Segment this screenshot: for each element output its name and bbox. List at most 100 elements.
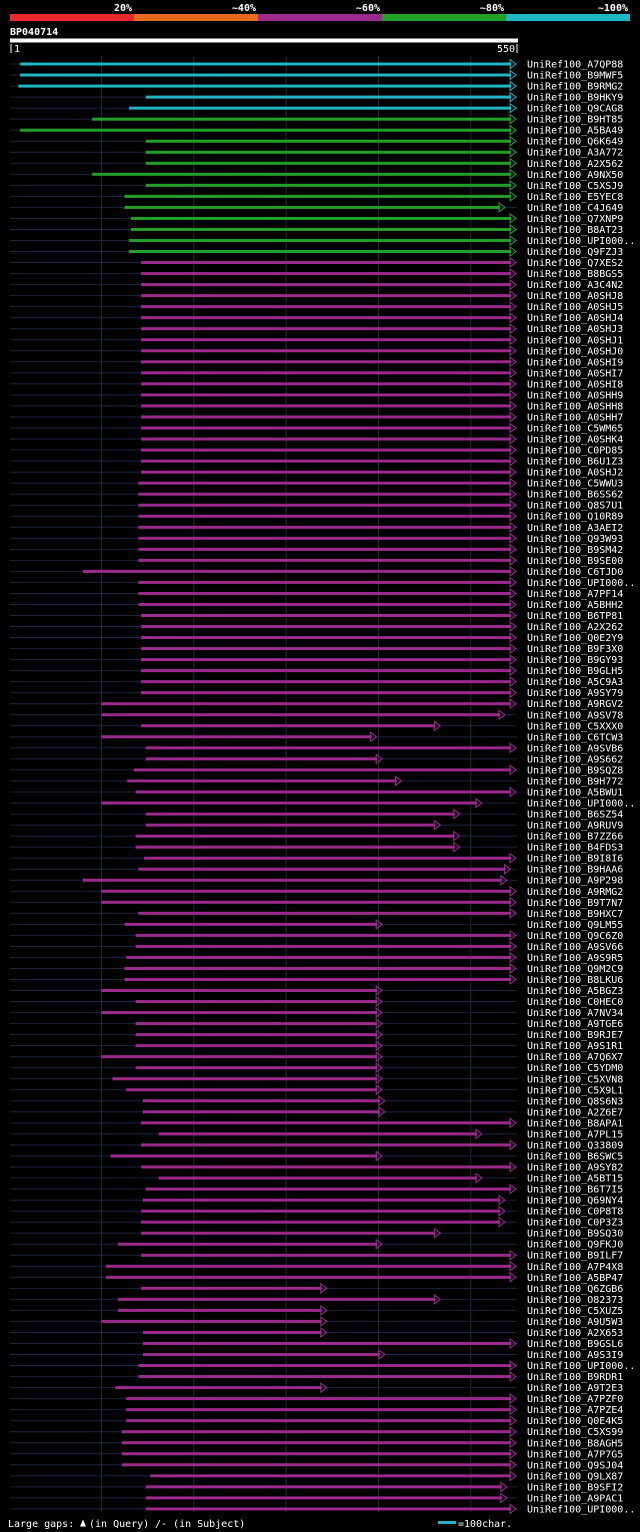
hit-label[interactable]: UniRef100_C4J649 [527, 203, 623, 214]
hit-row[interactable]: UniRef100_A7Q6X7 [10, 1051, 623, 1063]
hit-row[interactable]: UniRef100_A2X562 [10, 157, 623, 170]
hit-label[interactable]: UniRef100_A0SHJ8 [527, 291, 623, 302]
hit-row[interactable]: UniRef100_C5XSJ9 [10, 179, 623, 192]
hit-label[interactable]: UniRef100_B9RMG2 [527, 82, 623, 93]
hit-label[interactable]: UniRef100_B9ILF7 [527, 1251, 623, 1262]
hit-row[interactable]: UniRef100_A7PZE4 [10, 1404, 623, 1416]
hit-label[interactable]: UniRef100_C5XSJ9 [527, 181, 623, 192]
hit-label[interactable]: UniRef100_A5BHH2 [527, 600, 623, 611]
hit-label[interactable]: UniRef100_C5YDM0 [527, 1063, 623, 1074]
hit-row[interactable]: UniRef100_B9HXC7 [10, 907, 623, 920]
hit-row[interactable]: UniRef100_B9GLH5 [10, 665, 623, 677]
hit-label[interactable]: UniRef100_A9NX50 [527, 170, 623, 181]
hit-label[interactable]: UniRef100_B4FDS3 [527, 843, 623, 854]
hit-label[interactable]: UniRef100_B6SS62 [527, 490, 623, 501]
hit-label[interactable]: UniRef100_A0SHI9 [527, 357, 623, 368]
hit-row[interactable]: UniRef100_B9SQZ8 [10, 764, 623, 776]
hit-row[interactable]: UniRef100_A0SHI9 [10, 356, 623, 368]
hit-label[interactable]: UniRef100_A0SHJ5 [527, 302, 623, 313]
hit-row[interactable]: UniRef100_Q9M2C9 [10, 962, 623, 975]
hit-row[interactable]: UniRef100_A9SY79 [10, 687, 623, 699]
hit-label[interactable]: UniRef100_B6TP81 [527, 611, 623, 622]
hit-label[interactable]: UniRef100_C5WWU3 [527, 479, 623, 490]
hit-row[interactable]: UniRef100_Q69NY4 [10, 1194, 623, 1207]
hit-row[interactable]: UniRef100_A0SHJ0 [10, 345, 623, 357]
hit-label[interactable]: UniRef100_A9U5W3 [527, 1317, 623, 1328]
hit-label[interactable]: UniRef100_C5XS99 [527, 1427, 623, 1438]
hit-label[interactable]: UniRef100_Q69NY4 [527, 1196, 623, 1207]
hit-label[interactable]: UniRef100_Q9FZJ3 [527, 247, 623, 258]
hit-row[interactable]: UniRef100_Q33809 [10, 1139, 623, 1151]
hit-label[interactable]: UniRef100_C0P3Z3 [527, 1218, 623, 1229]
hit-label[interactable]: UniRef100_C6TJD0 [527, 567, 623, 578]
hit-label[interactable]: UniRef100_B9SM42 [527, 545, 623, 556]
hit-row[interactable]: UniRef100_B9SE00 [10, 554, 623, 567]
hit-label[interactable]: UniRef100_A9PAC1 [527, 1493, 623, 1504]
hit-label[interactable]: UniRef100_E5YEC8 [527, 192, 623, 203]
hit-row[interactable]: UniRef100_A3AEI2 [10, 521, 623, 534]
hit-label[interactable]: UniRef100_B9HKY9 [527, 93, 623, 104]
hit-label[interactable]: UniRef100_A5C9A3 [527, 677, 623, 688]
hit-row[interactable]: UniRef100_B9HKY9 [10, 91, 623, 104]
hit-label[interactable]: UniRef100_A9S9R5 [527, 953, 623, 964]
hit-row[interactable]: UniRef100_B7ZZ66 [10, 830, 623, 843]
hit-row[interactable]: UniRef100_C5XVN8 [10, 1073, 623, 1085]
hit-row[interactable]: UniRef100_Q9SJ04 [10, 1459, 623, 1471]
hit-row[interactable]: UniRef100_B9RDR1 [10, 1371, 623, 1383]
hit-row[interactable]: UniRef100_A0SHK4 [10, 433, 623, 446]
hit-label[interactable]: UniRef100_A0SHJ3 [527, 324, 623, 335]
hit-label[interactable]: UniRef100_A2X562 [527, 159, 623, 170]
hit-row[interactable]: UniRef100_B9F3X0 [10, 643, 623, 655]
hit-label[interactable]: UniRef100_B9I8I6 [527, 854, 623, 865]
hit-label[interactable]: UniRef100_Q6ZGB6 [527, 1284, 623, 1295]
hit-label[interactable]: UniRef100_B9SFI2 [527, 1482, 623, 1493]
hit-row[interactable]: UniRef100_A9S1R1 [10, 1040, 623, 1052]
hit-label[interactable]: UniRef100_A9T2E3 [527, 1383, 623, 1394]
hit-row[interactable]: UniRef100_A5BWU1 [10, 786, 623, 798]
hit-label[interactable]: UniRef100_C5X9L1 [527, 1085, 623, 1096]
hit-row[interactable]: UniRef100_B6T7I5 [10, 1183, 623, 1196]
hit-row[interactable]: UniRef100_C0P3Z3 [10, 1216, 623, 1229]
hit-row[interactable]: UniRef100_B9I8I6 [10, 852, 623, 865]
hit-row[interactable]: UniRef100_A0SHH9 [10, 389, 623, 401]
hit-row[interactable]: UniRef100_O82373 [10, 1293, 623, 1306]
hit-label[interactable]: UniRef100_Q93W93 [527, 534, 623, 545]
hit-row[interactable]: UniRef100_A0SHJ8 [10, 290, 623, 302]
hit-label[interactable]: UniRef100_A3C4N2 [527, 280, 623, 291]
hit-row[interactable]: UniRef100_C5YDM0 [10, 1062, 623, 1074]
hit-row[interactable]: UniRef100_C0P8T8 [10, 1205, 623, 1218]
hit-label[interactable]: UniRef100_A7PZE4 [527, 1405, 623, 1416]
hit-label[interactable]: UniRef100_B9HXC7 [527, 909, 623, 920]
hit-row[interactable]: UniRef100_A0SHI7 [10, 367, 623, 379]
hit-row[interactable]: UniRef100_B6SS62 [10, 488, 623, 501]
hit-label[interactable]: UniRef100_UPI000.. [527, 578, 635, 589]
hit-label[interactable]: UniRef100_C5XXX0 [527, 721, 623, 732]
hit-label[interactable]: UniRef100_Q9FKJ0 [527, 1240, 623, 1251]
hit-label[interactable]: UniRef100_C0HEC0 [527, 997, 623, 1008]
hit-row[interactable]: UniRef100_A5BHH2 [10, 598, 623, 611]
hit-label[interactable]: UniRef100_A0SHJ2 [527, 468, 623, 479]
hit-row[interactable]: UniRef100_A7PF14 [10, 587, 623, 600]
hit-label[interactable]: UniRef100_B8APA1 [527, 1118, 623, 1129]
hit-label[interactable]: UniRef100_A3A772 [527, 148, 623, 159]
hit-row[interactable]: UniRef100_B8APA1 [10, 1117, 623, 1129]
hit-row[interactable]: UniRef100_A5BT15 [10, 1172, 623, 1185]
hit-label[interactable]: UniRef100_A7Q6X7 [527, 1052, 623, 1063]
hit-label[interactable]: UniRef100_C5XUZ5 [527, 1306, 623, 1317]
hit-row[interactable]: UniRef100_A9P298 [10, 874, 623, 887]
hit-row[interactable]: UniRef100_A0SHJ1 [10, 334, 623, 346]
hit-row[interactable]: UniRef100_Q9C6Z0 [10, 929, 623, 942]
hit-label[interactable]: UniRef100_Q9LM55 [527, 920, 623, 931]
hit-label[interactable]: UniRef100_B9RJE7 [527, 1030, 623, 1041]
hit-row[interactable]: UniRef100_A5BGZ3 [10, 985, 623, 997]
hit-row[interactable]: UniRef100_Q0E2Y9 [10, 632, 623, 644]
hit-row[interactable]: UniRef100_C0HEC0 [10, 996, 623, 1008]
hit-label[interactable]: UniRef100_A5BP47 [527, 1273, 623, 1284]
hit-label[interactable]: UniRef100_Q7XNP9 [527, 214, 623, 225]
hit-row[interactable]: UniRef100_B9GY93 [10, 654, 623, 666]
hit-label[interactable]: UniRef100_A7PF14 [527, 589, 623, 600]
hit-label[interactable]: UniRef100_B9H772 [527, 776, 623, 787]
hit-row[interactable]: UniRef100_Q9LM55 [10, 918, 623, 931]
hit-label[interactable]: UniRef100_Q8S7U1 [527, 501, 623, 512]
hit-label[interactable]: UniRef100_C0P8T8 [527, 1207, 623, 1218]
